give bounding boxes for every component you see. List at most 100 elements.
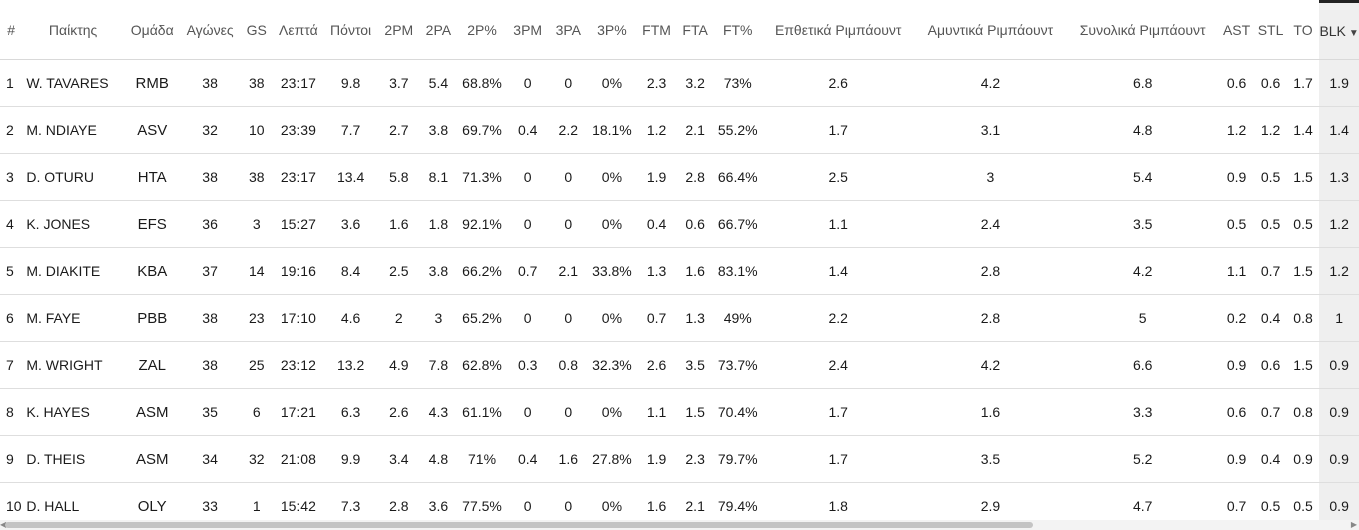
stat-cell: 3 — [239, 200, 274, 248]
stat-cell: 2.8 — [378, 482, 420, 520]
column-header-16[interactable]: Επθετικά Ριμπάουντ — [762, 1, 915, 60]
table-row[interactable]: 4 K. JONES EFS 36 3 15:27 3.6 1.6 1.8 92.1% 0 0 0% 0.… — [0, 200, 1359, 248]
stat-cell: 0 — [506, 200, 549, 248]
column-header-label: FTA — [682, 22, 708, 39]
column-header-1[interactable]: Παίκτης — [22, 1, 124, 60]
stat-cell: 2.2 — [549, 106, 588, 154]
column-header-5[interactable]: Λεπτά — [274, 1, 323, 60]
scroll-right-arrow-icon[interactable]: ▶ — [1350, 520, 1357, 529]
column-header-11[interactable]: 3PA — [549, 1, 588, 60]
stat-cell: 6.3 — [322, 388, 379, 436]
stat-cell: 10 — [0, 482, 23, 520]
column-header-label: 3PM — [513, 22, 543, 39]
column-header-10[interactable]: 3PM — [506, 1, 549, 60]
player-name-cell[interactable]: K. HAYES — [22, 388, 124, 436]
column-header-label: FTM — [642, 22, 671, 39]
stat-cell: 9.9 — [322, 435, 379, 483]
player-name-cell[interactable]: D. OTURU — [22, 153, 124, 201]
stat-cell: 5 — [1066, 294, 1219, 342]
column-header-3[interactable]: Αγώνες — [180, 1, 240, 60]
column-header-9[interactable]: 2P% — [457, 1, 507, 60]
stat-cell: 1.4 — [1319, 106, 1359, 154]
column-header-19[interactable]: AST — [1218, 1, 1255, 60]
stat-cell: 4.7 — [1066, 482, 1219, 520]
stat-cell: 4 — [0, 200, 23, 248]
column-header-label: Αγώνες — [186, 22, 234, 39]
stat-cell: 38 — [180, 153, 240, 201]
column-header-7[interactable]: 2PM — [378, 1, 420, 60]
scrollbar-thumb[interactable] — [5, 522, 1033, 528]
stat-cell: 13.2 — [322, 341, 379, 389]
player-name-cell[interactable]: M. NDIAYE — [22, 106, 124, 154]
stat-cell: 1.9 — [636, 435, 677, 483]
stat-cell: 1.5 — [1286, 247, 1320, 295]
stat-cell: 23:17 — [274, 153, 323, 201]
table-row[interactable]: 5 M. DIAKITE KBA 37 14 19:16 8.4 2.5 3.8 66.2% 0.7… — [0, 247, 1359, 295]
column-header-18[interactable]: Συνολικά Ριμπάουντ — [1066, 1, 1219, 60]
column-header-21[interactable]: TO — [1286, 1, 1320, 60]
stat-cell: 0.6 — [676, 200, 714, 248]
table-row[interactable]: 10 D. HALL OLY 33 1 15:42 7.3 2.8 3.6 77.5% 0 0 0% 1.… — [0, 482, 1359, 520]
column-header-6[interactable]: Πόντοι — [322, 1, 379, 60]
stat-cell: 1.2 — [636, 106, 677, 154]
table-row[interactable]: 8 K. HAYES ASM 35 6 17:21 6.3 2.6 4.3 61.1% 0 0 0% 1.… — [0, 388, 1359, 436]
player-name-cell[interactable]: W. TAVARES — [22, 59, 124, 107]
column-header-13[interactable]: FTM — [636, 1, 677, 60]
table-row[interactable]: 3 D. OTURU HTA 38 38 23:17 13.4 5.8 8.1 71.3% 0 0 0%… — [0, 153, 1359, 201]
header-row: # Παίκτης Ομάδα Αγώνες GS Λεπτά Πόντοι 2PM 2PA 2P… — [0, 0, 1359, 60]
player-name-cell[interactable]: M. DIAKITE — [22, 247, 124, 295]
stat-cell: 79.7% — [713, 435, 763, 483]
player-name-cell[interactable]: M. WRIGHT — [22, 341, 124, 389]
stat-cell: 5.2 — [1066, 435, 1219, 483]
column-header-20[interactable]: STL — [1254, 1, 1287, 60]
stat-cell: 38 — [239, 59, 274, 107]
table-row[interactable]: 6 M. FAYE PBB 38 23 17:10 4.6 2 3 65.2% 0 0 0% 0.7 1.3… — [0, 294, 1359, 342]
table-row[interactable]: 1 W. TAVARES RMB 38 38 23:17 9.8 3.7 5.4 68.8% 0 0 0… — [0, 59, 1359, 107]
column-header-label: Συνολικά Ριμπάουντ — [1079, 22, 1206, 39]
stat-cell: 34 — [180, 435, 240, 483]
stat-cell: 3.8 — [419, 106, 458, 154]
column-header-2[interactable]: Ομάδα — [123, 1, 181, 60]
stat-cell: 23:17 — [274, 59, 323, 107]
player-name-cell[interactable]: D. HALL — [22, 482, 124, 520]
stat-cell: 1.1 — [762, 200, 915, 248]
column-header-0[interactable]: # — [0, 1, 23, 60]
column-header-22[interactable]: BLK ▼ — [1319, 0, 1359, 60]
stat-cell: 7.3 — [322, 482, 379, 520]
player-name-cell[interactable]: K. JONES — [22, 200, 124, 248]
column-header-4[interactable]: GS — [239, 1, 274, 60]
column-header-15[interactable]: FT% — [713, 1, 763, 60]
stat-cell: 0.9 — [1286, 435, 1320, 483]
column-header-label: TO — [1293, 22, 1313, 39]
column-header-17[interactable]: Αμυντικά Ριμπάουντ — [914, 1, 1067, 60]
table-row[interactable]: 7 M. WRIGHT ZAL 38 25 23:12 13.2 4.9 7.8 62.8% 0.3… — [0, 341, 1359, 389]
stat-cell: 38 — [180, 59, 240, 107]
player-name-cell[interactable]: D. THEIS — [22, 435, 124, 483]
stat-cell: 77.5% — [457, 482, 507, 520]
table-row[interactable]: 9 D. THEIS ASM 34 32 21:08 9.9 3.4 4.8 71% 0.4 1.6 2… — [0, 435, 1359, 483]
stat-cell: 0.6 — [1218, 388, 1255, 436]
stat-cell: 1 — [239, 482, 274, 520]
stat-cell: 0 — [549, 59, 588, 107]
player-name-cell[interactable]: M. FAYE — [22, 294, 124, 342]
stat-cell: 2.5 — [762, 153, 915, 201]
stat-cell: 0.4 — [1254, 294, 1287, 342]
stat-cell: 3 — [914, 153, 1067, 201]
stat-cell: 23:39 — [274, 106, 323, 154]
stat-cell: 0.8 — [1286, 388, 1320, 436]
stat-cell: 4.8 — [419, 435, 458, 483]
column-header-14[interactable]: FTA — [676, 1, 714, 60]
stat-cell: 1.2 — [1254, 106, 1287, 154]
scroll-left-arrow-icon[interactable]: ◀ — [0, 520, 7, 529]
column-header-label: 3PA — [555, 22, 581, 39]
column-header-label: Παίκτης — [48, 22, 98, 39]
column-header-8[interactable]: 2PA — [419, 1, 458, 60]
stat-cell: 0.7 — [1254, 247, 1287, 295]
column-header-12[interactable]: 3P% — [587, 1, 637, 60]
horizontal-scrollbar[interactable]: ◀ ▶ — [0, 520, 1359, 530]
table-row[interactable]: 2 M. NDIAYE ASV 32 10 23:39 7.7 2.7 3.8 69.7% 0.4 2… — [0, 106, 1359, 154]
column-header-label: GS — [246, 22, 267, 39]
stat-cell: 0.9 — [1319, 482, 1359, 520]
stat-cell: 32 — [239, 435, 274, 483]
stat-cell: 5.4 — [1066, 153, 1219, 201]
